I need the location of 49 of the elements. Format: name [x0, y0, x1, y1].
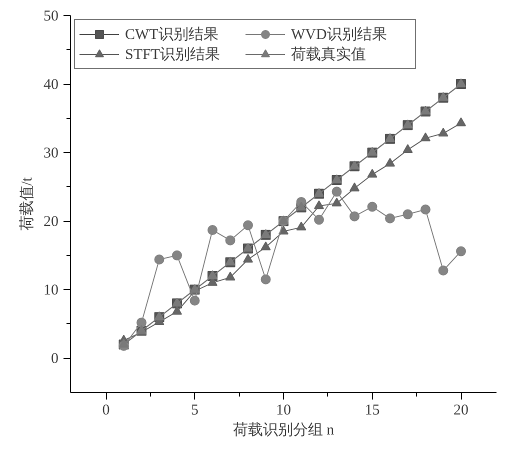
y-tick-label: 20: [44, 214, 58, 230]
y-axis-title: 荷载值/t: [18, 176, 36, 231]
point: [350, 182, 360, 192]
point: [314, 200, 324, 210]
point: [225, 272, 236, 280]
point: [332, 186, 342, 197]
x-tick-label: 10: [276, 402, 291, 418]
point: [438, 266, 448, 276]
y-tick-label: 0: [51, 351, 58, 368]
point: [438, 128, 448, 136]
point: [208, 225, 218, 236]
point: [154, 254, 164, 265]
x-tick-label: 5: [191, 402, 198, 418]
point: [260, 274, 271, 284]
point: [260, 241, 271, 250]
point: [367, 202, 378, 212]
point: [172, 306, 182, 315]
point: [385, 213, 395, 224]
point: [350, 211, 360, 222]
point: [314, 214, 324, 225]
point: [456, 246, 466, 256]
point: [136, 318, 146, 328]
x-axis-title: 荷载识别分组 n: [232, 422, 335, 438]
x-tick-label: 15: [364, 402, 380, 418]
y-tick-label: 50: [44, 8, 58, 24]
legend-label: STFT识别结果: [125, 46, 222, 64]
point: [402, 209, 413, 220]
y-tick-label: 30: [44, 146, 58, 162]
point: [332, 198, 342, 206]
point: [420, 204, 430, 214]
y-tick-label: 40: [44, 77, 58, 94]
y-tick-label: 10: [44, 282, 58, 299]
point: [243, 220, 253, 230]
point: [243, 254, 253, 263]
point: [367, 168, 378, 178]
legend-label: 荷载真实值: [291, 46, 367, 64]
point: [172, 250, 182, 260]
point: [385, 158, 395, 167]
point: [278, 226, 288, 235]
point: [190, 296, 200, 306]
point: [296, 222, 306, 230]
point: [456, 117, 466, 126]
point: [402, 144, 413, 153]
legend-label: WVD识别结果: [291, 26, 388, 44]
legend-label: CWT识别结果: [125, 26, 220, 44]
point: [225, 235, 236, 246]
x-tick-label: 20: [454, 402, 468, 418]
point: [420, 132, 430, 142]
x-tick-label: 0: [102, 402, 110, 418]
